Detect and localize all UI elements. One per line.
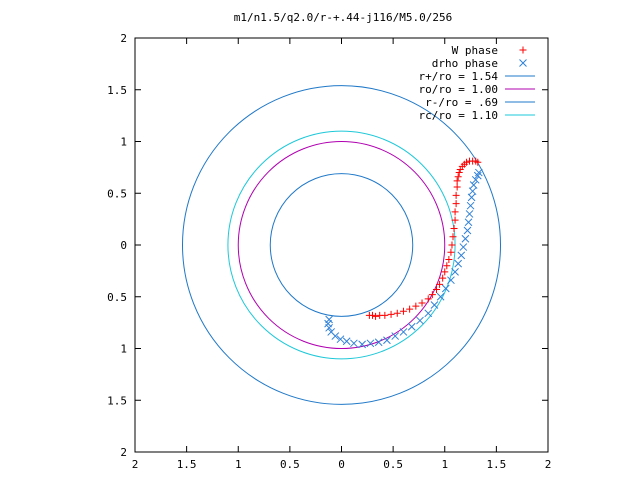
drho-phase-point	[336, 335, 345, 344]
drho-phase-point	[468, 187, 477, 196]
radius-circle	[269, 173, 414, 317]
w-phase-point	[393, 309, 401, 317]
x-tick-label: 1	[235, 458, 242, 471]
w-phase-point	[450, 224, 458, 232]
w-phase-point	[432, 286, 440, 294]
y-tick-label: 1	[120, 136, 127, 149]
drho-phase-point	[465, 210, 474, 218]
drho-phase-point	[416, 316, 424, 325]
y-tick-label: 2	[120, 446, 127, 459]
w-phase-point	[452, 191, 460, 199]
drho-phase-point	[374, 338, 383, 347]
radius-circle	[181, 85, 502, 405]
drho-phase-point	[391, 332, 400, 340]
drho-phase-point	[399, 328, 408, 336]
drho-phase-point	[325, 323, 333, 332]
drho-phase-point	[436, 292, 445, 301]
drho-phase-point	[424, 309, 433, 318]
legend-label: ro/ro = 1.00	[419, 83, 498, 96]
drho-phase-point	[441, 284, 450, 293]
y-tick-label: 2	[120, 32, 127, 45]
drho-phase-point	[454, 259, 463, 268]
circles-layer	[181, 85, 502, 405]
drho-phase-point	[461, 234, 470, 243]
w-phase-point	[452, 200, 460, 208]
drho-phase-point	[342, 337, 351, 346]
legend-label: r+/ro = 1.54	[419, 70, 499, 83]
w-phase-point	[424, 295, 432, 303]
w-phase-point	[443, 262, 451, 270]
w-phase-point	[441, 268, 449, 276]
w-phase-point	[451, 216, 459, 224]
w-phase-point	[387, 310, 395, 318]
w-phase-point	[453, 183, 461, 191]
legend-label: r-/ro = .69	[425, 96, 498, 109]
w-phase-point	[436, 280, 444, 288]
w-phase-point	[445, 255, 453, 263]
legend-label: W phase	[452, 44, 498, 57]
drho-phase-point	[447, 276, 455, 285]
w-phase-point	[451, 208, 459, 216]
chart-title: m1/n1.5/q2.0/r-+.44-j116/M5.0/256	[234, 11, 453, 24]
drho-phase-point	[463, 226, 472, 235]
w-phase-point	[418, 299, 426, 307]
ticks-layer: 2 1.5 1 0.5 0 0.5 1 1.5 221.510.500.511.52	[107, 32, 551, 471]
w-phase-point	[455, 169, 463, 177]
drho-phase-point	[464, 218, 473, 227]
w-phase-point	[474, 158, 482, 166]
drho-phase-point	[451, 268, 459, 276]
points-layer	[324, 157, 483, 349]
w-phase-point	[399, 307, 407, 315]
radius-circle	[227, 130, 456, 360]
w-phase-point	[447, 248, 455, 256]
w-phase-point	[462, 158, 470, 166]
x-tick-label: 1.5	[177, 458, 197, 471]
x-tick-label: 1.5	[486, 458, 506, 471]
w-phase-point	[439, 274, 447, 282]
x-tick-label: 1	[441, 458, 448, 471]
w-phase-point	[381, 311, 389, 319]
legend-swatch	[519, 46, 527, 54]
drho-phase-point	[467, 193, 476, 202]
drho-phase-point	[358, 340, 367, 349]
drho-phase-point	[474, 168, 483, 177]
w-phase-point	[454, 173, 462, 181]
w-phase-point	[372, 312, 380, 320]
w-phase-point	[406, 305, 414, 313]
drho-phase-point	[407, 322, 416, 331]
drho-phase-point	[471, 175, 480, 184]
x-tick-label: 0.5	[280, 458, 300, 471]
x-tick-label: 2	[545, 458, 552, 471]
drho-phase-point	[366, 339, 375, 348]
drho-phase-point	[331, 332, 340, 340]
drho-phase-point	[383, 336, 391, 345]
drho-phase-point	[430, 301, 439, 309]
drho-phase-point	[469, 181, 478, 189]
drho-phase-point	[459, 243, 468, 251]
drho-phase-point	[350, 339, 358, 348]
x-tick-label: 2	[132, 458, 139, 471]
legend-label: drho phase	[432, 57, 498, 70]
y-tick-label: 1	[120, 343, 127, 356]
x-tick-label: 0.5	[383, 458, 403, 471]
y-tick-label: 1.5	[107, 394, 127, 407]
drho-phase-point	[466, 201, 475, 210]
x-tick-label: 0	[338, 458, 345, 471]
y-tick-label: 0.5	[107, 187, 127, 200]
drho-phase-point	[457, 251, 466, 260]
w-phase-point	[428, 291, 436, 299]
y-tick-label: 0	[120, 239, 127, 252]
w-phase-point	[412, 302, 420, 310]
w-phase-point	[448, 241, 456, 249]
y-tick-label: 0.5	[107, 291, 127, 304]
w-phase-point	[368, 311, 376, 319]
legend-label: rc/ro = 1.10	[419, 109, 498, 122]
legend-swatch	[519, 59, 527, 67]
w-phase-point	[453, 177, 461, 185]
radius-circle	[237, 141, 446, 349]
y-tick-label: 1.5	[107, 84, 127, 97]
w-phase-point	[449, 233, 457, 241]
